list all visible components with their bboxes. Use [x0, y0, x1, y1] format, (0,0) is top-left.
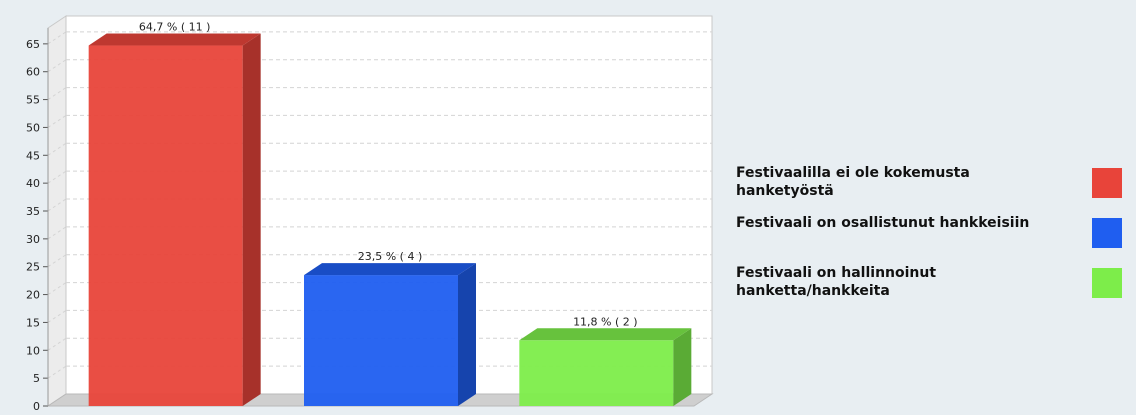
- gridline-side: [47, 59, 67, 73]
- y-tick-label: 45: [26, 149, 40, 162]
- gridline-side: [47, 115, 67, 128]
- bar: [88, 33, 261, 407]
- y-tick-label: 55: [26, 94, 40, 107]
- y-tick-label: 0: [33, 400, 40, 413]
- chart-bars: [88, 33, 692, 407]
- gridline-side: [47, 365, 67, 379]
- gridline-side: [47, 254, 67, 268]
- bar-data-label: 64,7 % ( 11 ): [139, 21, 211, 34]
- legend-swatch: [1092, 218, 1122, 248]
- bar-top: [304, 263, 476, 276]
- legend-item: Festivaalilla ei ole kokemusta hanketyös…: [736, 160, 1126, 210]
- bar: [519, 328, 692, 406]
- gridline-side: [47, 142, 67, 156]
- bar-side: [458, 263, 476, 406]
- y-tick-label: 30: [26, 233, 40, 246]
- legend-item: Festivaali on hallinnoinut hanketta/hank…: [736, 260, 1126, 310]
- plot-side-wall: [47, 15, 67, 407]
- bar-data-label: 11,8 % ( 2 ): [573, 315, 638, 328]
- legend-swatch: [1092, 268, 1122, 298]
- gridline-side: [47, 31, 67, 45]
- gridline-side: [47, 337, 67, 351]
- gridline-side: [47, 87, 67, 100]
- bar-top: [88, 33, 261, 46]
- bar-top: [519, 328, 692, 341]
- y-tick-label: 10: [26, 344, 40, 357]
- y-tick-label: 15: [26, 316, 40, 329]
- data-labels: 64,7 % ( 11 ) 23,5 % ( 4 ) 11,8 % ( 2 ): [139, 21, 638, 329]
- bar-front: [304, 275, 458, 406]
- legend-label: Festivaalilla ei ole kokemusta hanketyös…: [736, 165, 970, 199]
- legend-item: Festivaali on osallistunut hankkeisiin: [736, 210, 1126, 260]
- chart-legend: Festivaalilla ei ole kokemusta hanketyös…: [736, 160, 1126, 310]
- bar: [304, 263, 476, 406]
- bar-data-label: 23,5 % ( 4 ): [358, 250, 423, 263]
- y-tick-label: 25: [26, 261, 40, 274]
- y-axis: 0 5 10 15 20 25 30 35 40 45 50 55 60 65: [26, 28, 49, 413]
- gridline-side: [47, 170, 67, 184]
- y-tick-label: 60: [26, 66, 40, 79]
- y-tick-label: 40: [26, 177, 40, 190]
- legend-label: Festivaali on osallistunut hankkeisiin: [736, 215, 1030, 231]
- y-tick-label: 50: [26, 121, 40, 134]
- gridline-side: [47, 198, 67, 212]
- legend-label: Festivaali on hallinnoinut hanketta/hank…: [736, 265, 937, 299]
- y-tick-label: 65: [26, 38, 40, 51]
- y-tick-label: 20: [26, 289, 40, 302]
- bar-side: [673, 328, 692, 406]
- legend-swatch: [1092, 168, 1122, 198]
- gridline-side: [47, 310, 67, 323]
- y-tick-label: 5: [33, 372, 40, 385]
- bar-front: [519, 340, 674, 406]
- gridline-side: [47, 282, 67, 295]
- bar-front: [88, 45, 243, 407]
- gridline-side: [47, 226, 67, 240]
- y-tick-label: 35: [26, 205, 40, 218]
- bar-side: [242, 33, 261, 407]
